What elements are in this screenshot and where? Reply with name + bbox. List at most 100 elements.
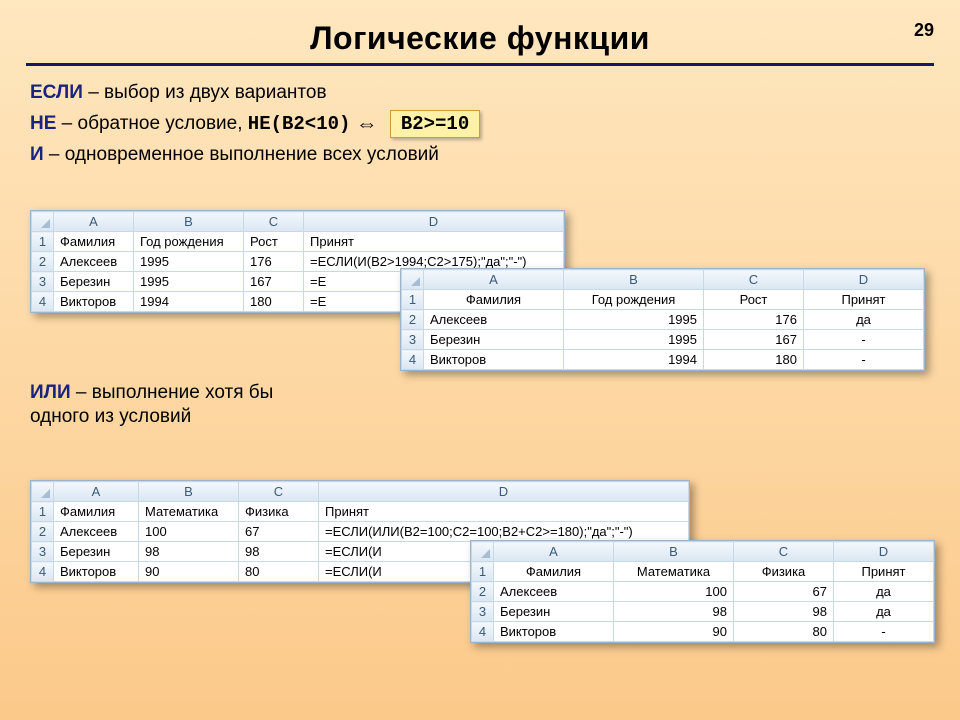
kw-ili: ИЛИ [30, 382, 71, 403]
cell: 98 [239, 542, 319, 562]
cell: 180 [244, 292, 304, 312]
row-header: 1 [402, 290, 424, 310]
line-ili-1: ИЛИ – выполнение хотя бы [30, 382, 930, 404]
row-header: 2 [32, 252, 54, 272]
kw-esli: ЕСЛИ [30, 82, 83, 103]
cell: =ЕСЛИ(ИЛИ(B2=100;C2=100;B2+C2>=180);"да"… [319, 522, 689, 542]
cell: 67 [239, 522, 319, 542]
row-header: 4 [402, 350, 424, 370]
row-header: 2 [32, 522, 54, 542]
cell: Фамилия [54, 232, 134, 252]
cell: Викторов [54, 292, 134, 312]
line-esli: ЕСЛИ – выбор из двух вариантов [30, 82, 930, 104]
cell: Алексеев [54, 252, 134, 272]
cell: Математика [139, 502, 239, 522]
cell: 176 [704, 310, 804, 330]
kw-i: И [30, 144, 44, 165]
highlight-ne-equiv: B2>=10 [390, 110, 480, 138]
col-header: C [239, 482, 319, 502]
cell: 90 [614, 622, 734, 642]
col-header: C [734, 542, 834, 562]
page-number: 29 [914, 20, 934, 41]
cell: Рост [704, 290, 804, 310]
cell: Принят [304, 232, 564, 252]
spreadsheet-ili-result: ABCD1ФамилияМатематикаФизикаПринят2Алекс… [470, 540, 935, 643]
text-ili-1: – выполнение хотя бы [71, 382, 274, 403]
cell: Принят [804, 290, 924, 310]
spreadsheet-i-result: ABCD1ФамилияГод рожденияРостПринят2Алекс… [400, 268, 925, 371]
cell: Викторов [424, 350, 564, 370]
cell: Физика [734, 562, 834, 582]
col-header: A [424, 270, 564, 290]
cell: 80 [239, 562, 319, 582]
row-header: 4 [32, 562, 54, 582]
text-i: – одновременное выполнение всех условий [44, 144, 439, 165]
cell: Принят [319, 502, 689, 522]
cell: Фамилия [494, 562, 614, 582]
row-header: 2 [472, 582, 494, 602]
row-header: 3 [32, 542, 54, 562]
text-esli: – выбор из двух вариантов [83, 82, 327, 103]
col-header: D [304, 212, 564, 232]
row-header: 1 [32, 232, 54, 252]
cell: Алексеев [54, 522, 139, 542]
line-ili-2: одного из условий [30, 406, 930, 428]
cell: 180 [704, 350, 804, 370]
kw-ne: НЕ [30, 113, 56, 134]
col-header: A [54, 482, 139, 502]
cell: Викторов [54, 562, 139, 582]
cell: - [804, 330, 924, 350]
cell: Алексеев [494, 582, 614, 602]
line-i: И – одновременное выполнение всех услови… [30, 144, 930, 166]
cell: Год рождения [134, 232, 244, 252]
cell: Принят [834, 562, 934, 582]
cell: 176 [244, 252, 304, 272]
cell: 1995 [564, 310, 704, 330]
cell: Викторов [494, 622, 614, 642]
text-ne: – обратное условие, [56, 113, 247, 134]
sheet-corner [32, 482, 54, 502]
cell: 1995 [134, 252, 244, 272]
cell: да [834, 582, 934, 602]
cell: 98 [734, 602, 834, 622]
col-header: C [244, 212, 304, 232]
cell: Математика [614, 562, 734, 582]
sheet-corner [472, 542, 494, 562]
cell: Рост [244, 232, 304, 252]
row-header: 1 [32, 502, 54, 522]
col-header: B [564, 270, 704, 290]
line-ne: НЕ – обратное условие, НЕ(B2<10) ⇔ B2>=1… [30, 110, 930, 138]
col-header: D [804, 270, 924, 290]
cell: 1995 [134, 272, 244, 292]
cell: 100 [139, 522, 239, 542]
arrow-icon: ⇔ [356, 111, 384, 136]
cell: 167 [704, 330, 804, 350]
cell: Березин [54, 542, 139, 562]
row-header: 4 [32, 292, 54, 312]
col-header: A [494, 542, 614, 562]
cell: да [804, 310, 924, 330]
sheet-corner [402, 270, 424, 290]
cell: Алексеев [424, 310, 564, 330]
cell: 67 [734, 582, 834, 602]
row-header: 3 [32, 272, 54, 292]
cell: 100 [614, 582, 734, 602]
cell: 167 [244, 272, 304, 292]
cell: да [834, 602, 934, 622]
col-header: B [614, 542, 734, 562]
col-header: A [54, 212, 134, 232]
row-header: 2 [402, 310, 424, 330]
cell: Фамилия [54, 502, 139, 522]
code-ne: НЕ(B2<10) [248, 113, 351, 135]
cell: 80 [734, 622, 834, 642]
col-header: D [319, 482, 689, 502]
row-header: 3 [472, 602, 494, 622]
cell: - [804, 350, 924, 370]
cell: Год рождения [564, 290, 704, 310]
col-header: C [704, 270, 804, 290]
col-header: B [134, 212, 244, 232]
row-header: 3 [402, 330, 424, 350]
text-ili-2: одного из условий [30, 406, 191, 427]
cell: 98 [139, 542, 239, 562]
col-header: B [139, 482, 239, 502]
